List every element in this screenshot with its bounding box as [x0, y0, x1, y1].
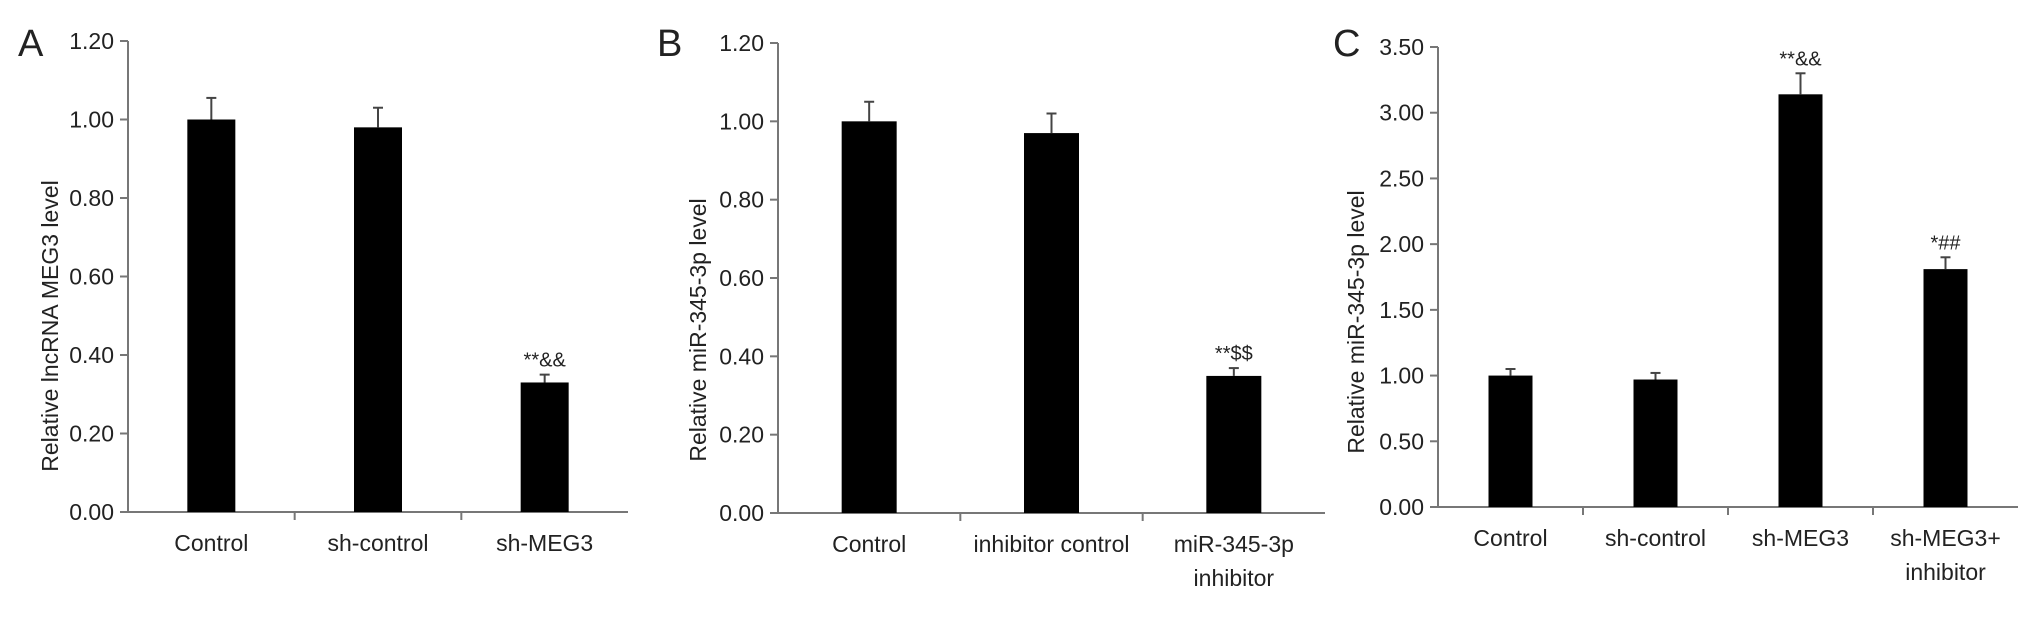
- panel-a: A Relative lncRNA MEG3 level 0.00 0.20 0.4…: [18, 23, 628, 556]
- y-tick-label: 1.00: [719, 108, 764, 134]
- category-label: sh-control: [1605, 525, 1706, 551]
- y-axis-label: Relative miR-345-3p level: [685, 198, 711, 461]
- bar: [1779, 94, 1823, 507]
- y-tick-label: 0.20: [69, 421, 114, 447]
- y-tick-label: 0.00: [719, 500, 764, 526]
- category-label: sh-MEG3: [496, 530, 593, 556]
- panel-letter: B: [657, 23, 682, 65]
- bar: [1634, 380, 1678, 507]
- panel-letter: C: [1333, 23, 1360, 65]
- panel-c: C Relative miR-345-3p level 0.00 0.50 1.00…: [1333, 23, 2018, 585]
- category-label: sh-control: [328, 530, 429, 556]
- category-label: Control: [832, 531, 906, 557]
- y-tick-label: 2.00: [1379, 231, 1424, 257]
- y-tick-label: 0.00: [69, 499, 114, 525]
- category-label: inhibitor: [1905, 559, 1986, 585]
- category-label: miR-345-3p: [1174, 531, 1294, 557]
- bar: [1489, 376, 1533, 507]
- y-tick-label: 0.60: [719, 265, 764, 291]
- y-tick-label: 0.40: [719, 343, 764, 369]
- y-tick-label: 3.00: [1379, 100, 1424, 126]
- significance-label: **$$: [1215, 343, 1253, 365]
- y-tick-label: 0.80: [719, 187, 764, 213]
- y-tick-label: 1.20: [69, 28, 114, 54]
- y-tick-label: 0.20: [719, 422, 764, 448]
- bar: [1024, 133, 1079, 513]
- panel-b: B Relative miR-345-3p level 0.00 0.20 0.40…: [657, 23, 1325, 591]
- bar: [1206, 376, 1261, 513]
- category-label: sh-MEG3: [1752, 525, 1849, 551]
- category-label: sh-MEG3+: [1890, 525, 2001, 551]
- bar: [187, 120, 235, 513]
- category-label: inhibitor control: [974, 531, 1130, 557]
- y-tick-label: 0.50: [1379, 428, 1424, 454]
- bar: [521, 382, 569, 512]
- bar: [354, 127, 402, 512]
- y-axis-label: Relative lncRNA MEG3 level: [37, 180, 63, 471]
- y-tick-label: 3.50: [1379, 34, 1424, 60]
- y-tick-label: 1.00: [69, 107, 114, 133]
- bar: [842, 121, 897, 513]
- y-tick-label: 0.60: [69, 264, 114, 290]
- y-tick-label: 0.40: [69, 342, 114, 368]
- bar: [1924, 269, 1968, 507]
- y-tick-label: 2.50: [1379, 165, 1424, 191]
- significance-label: *##: [1930, 232, 1961, 254]
- y-tick-label: 1.00: [1379, 363, 1424, 389]
- category-label: inhibitor: [1194, 565, 1275, 591]
- y-tick-label: 1.50: [1379, 297, 1424, 323]
- significance-label: **&&: [1779, 48, 1822, 70]
- y-tick-label: 0.80: [69, 185, 114, 211]
- significance-label: **&&: [524, 350, 567, 372]
- panel-letter: A: [18, 23, 44, 65]
- y-tick-label: 0.00: [1379, 494, 1424, 520]
- category-label: Control: [1473, 525, 1547, 551]
- category-label: Control: [174, 530, 248, 556]
- y-axis-label: Relative miR-345-3p level: [1343, 190, 1369, 453]
- y-tick-label: 1.20: [719, 30, 764, 56]
